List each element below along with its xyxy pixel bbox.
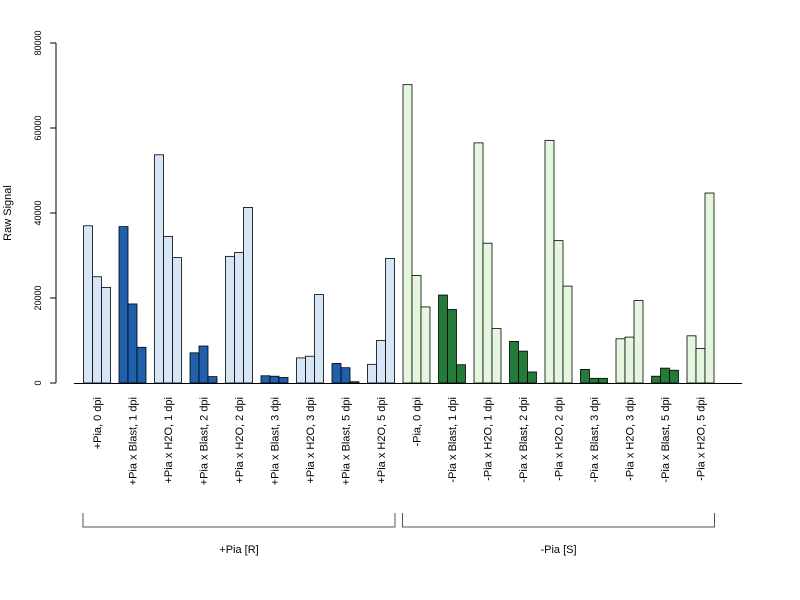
group-bracket [402,513,715,528]
x-tick-label: +Pia x H2O, 3 dpi [305,397,317,484]
bar [83,225,93,384]
bar [243,207,253,384]
bar [172,257,182,384]
bars [83,84,715,384]
x-tick-label: +Pia x H2O, 5 dpi [376,397,388,484]
bar [518,350,528,384]
x-tick-label: -Pia x Blast, 5 dpi [660,397,672,483]
x-tick-label: -Pia x Blast, 1 dpi [447,397,459,483]
bar [278,377,289,384]
bar [509,340,519,384]
x-tick-label: +Pia x Blast, 3 dpi [270,397,282,485]
x-tick-label: +Pia x Blast, 2 dpi [199,397,211,485]
group-bracket [82,513,396,528]
bar [340,367,351,384]
bar [686,335,697,384]
bar [669,369,679,384]
x-tick-label: -Pia x H2O, 2 dpi [554,397,566,481]
bar [92,276,102,384]
bar [482,242,493,384]
bar [367,363,377,384]
bar [154,154,164,384]
bar [331,363,342,384]
bar [660,367,670,384]
bar [438,294,448,384]
y-axis: 0 20000 40000 60000 80000 [33,30,57,386]
bar [269,375,280,384]
bar [314,294,324,384]
bar [553,240,564,384]
bar [473,142,484,384]
bar [385,258,395,384]
x-tick-label: -Pia, 0 dpi [412,397,424,447]
x-tick-label: -Pia x Blast, 2 dpi [518,397,530,483]
bar [491,328,502,384]
y-tick-label: 60000 [33,115,43,140]
x-tick-label: +Pia x Blast, 1 dpi [128,397,140,485]
bar [598,377,608,384]
category-labels: +Pia, 0 dpi +Pia x Blast, 1 dpi +Pia x H2O… [92,397,708,485]
bar [633,300,644,384]
x-tick-label: +Pia x H2O, 1 dpi [163,397,175,484]
bar [527,371,537,384]
bar [420,306,431,384]
y-tick-label: 80000 [33,30,43,55]
group-label: -Pia [S] [540,544,576,556]
bar [225,255,235,384]
y-tick-label: 0 [33,380,43,385]
y-axis-label: Raw Signal [2,185,14,241]
bar [136,346,147,384]
bar [580,368,590,384]
bar [376,340,386,384]
bar [624,336,635,384]
x-tick-label: -Pia x H2O, 5 dpi [696,397,708,481]
bar [101,286,111,384]
y-tick-label: 40000 [33,200,43,225]
x-tick-label: -Pia x Blast, 3 dpi [589,397,601,483]
bar [163,235,173,384]
bar [207,376,218,384]
x-tick-label: +Pia x Blast, 5 dpi [341,397,353,485]
bar [695,348,706,384]
bar [189,352,200,384]
bar [127,303,138,384]
bar [704,192,715,384]
x-tick-label: -Pia x H2O, 1 dpi [483,397,495,481]
bar [456,364,466,384]
y-tick-label: 20000 [33,285,43,310]
bar [260,375,271,384]
group-label: +Pia [R] [219,544,258,556]
bar [402,84,413,384]
bar [615,338,626,384]
bar [305,355,315,384]
bar [349,381,360,384]
bar [651,375,661,384]
bar [234,252,244,384]
bar [198,345,209,384]
bar [544,139,555,384]
x-tick-label: +Pia, 0 dpi [92,397,104,449]
bar [562,285,573,384]
group-brackets: +Pia [R] -Pia [S] [82,513,715,556]
bar [296,357,306,384]
bar [447,309,457,384]
bar [118,226,129,384]
bar [589,377,599,384]
x-tick-label: +Pia x H2O, 2 dpi [234,397,246,484]
x-tick-label: -Pia x H2O, 3 dpi [625,397,637,481]
bar [411,275,422,384]
